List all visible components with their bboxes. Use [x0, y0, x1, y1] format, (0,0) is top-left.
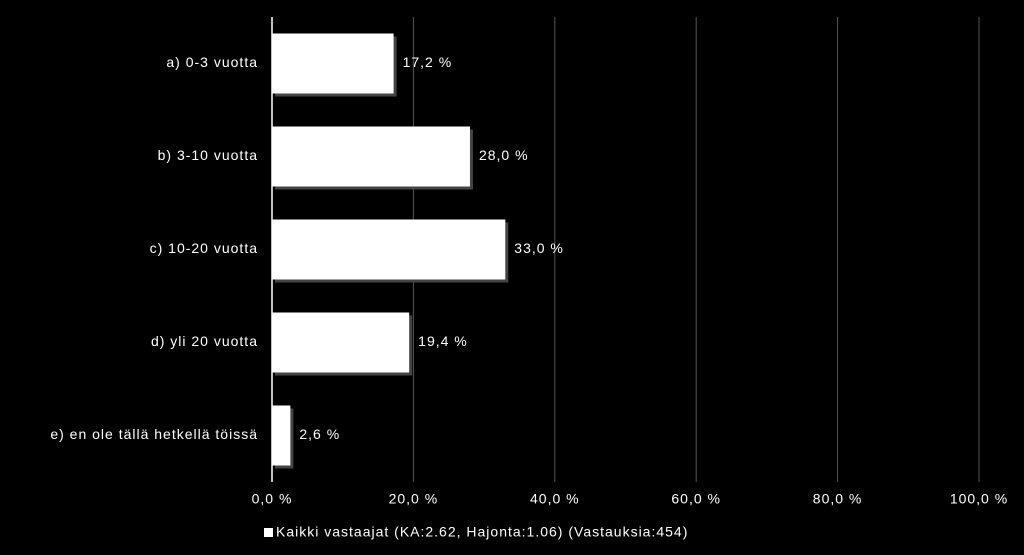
bar	[272, 33, 394, 94]
x-tick-label: 100,0 %	[950, 491, 1008, 507]
value-label: 2,6 %	[299, 426, 340, 442]
bar	[272, 312, 410, 373]
bar	[272, 219, 506, 280]
legend-swatch	[264, 528, 273, 537]
y-tick-label: d) yli 20 vuotta	[151, 333, 258, 349]
y-tick-label: c) 10-20 vuotta	[150, 240, 258, 256]
x-tick-label: 40,0 %	[530, 491, 580, 507]
bar	[272, 405, 291, 466]
value-label: 17,2 %	[403, 54, 453, 70]
value-label: 19,4 %	[418, 333, 468, 349]
y-tick-label: a) 0-3 vuotta	[166, 54, 258, 70]
x-tick-label: 80,0 %	[813, 491, 863, 507]
x-tick-label: 20,0 %	[389, 491, 439, 507]
legend-label: Kaikki vastaajat (KA:2.62, Hajonta:1.06)…	[276, 524, 688, 540]
value-label: 28,0 %	[479, 147, 529, 163]
y-tick-label: b) 3-10 vuotta	[158, 147, 258, 163]
y-tick-label: e) en ole tällä hetkellä töissä	[50, 426, 258, 442]
value-label: 33,0 %	[514, 240, 564, 256]
x-tick-label: 60,0 %	[671, 491, 721, 507]
bar	[272, 126, 470, 187]
x-tick-label: 0,0 %	[252, 491, 293, 507]
